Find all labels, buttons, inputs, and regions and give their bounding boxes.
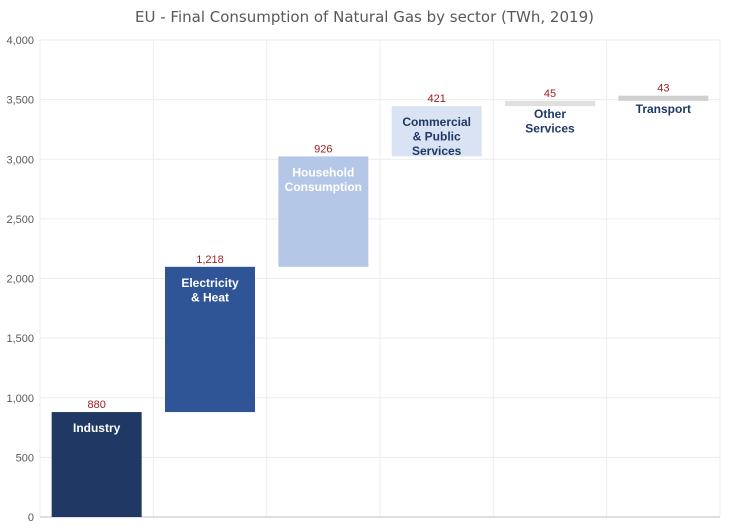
y-tick-label: 0	[28, 512, 34, 524]
data-label: 421	[427, 93, 445, 105]
y-tick-label: 2,500	[6, 214, 34, 226]
category-label: Transport	[636, 102, 691, 116]
y-tick-label: 1,000	[6, 393, 34, 405]
y-tick-label: 3,000	[6, 154, 34, 166]
category-label: Other	[534, 107, 566, 121]
data-label: 926	[314, 143, 332, 155]
category-label: & Public	[413, 130, 461, 144]
category-label: Services	[412, 144, 462, 158]
bar	[51, 412, 142, 517]
bar	[165, 266, 255, 413]
category-label: Industry	[73, 421, 121, 435]
data-label: 1,218	[196, 254, 224, 266]
chart-title: EU - Final Consumption of Natural Gas by…	[135, 8, 594, 26]
category-label: & Heat	[191, 290, 229, 304]
category-label: Electricity	[181, 276, 239, 290]
category-label: Household	[292, 165, 354, 179]
bar	[505, 100, 595, 107]
y-tick-label: 1,500	[6, 333, 34, 345]
bar	[391, 106, 482, 157]
category-label: Services	[525, 122, 575, 136]
category-label: Consumption	[285, 180, 362, 194]
y-tick-label: 2,000	[6, 274, 34, 286]
y-tick-label: 3,500	[6, 95, 34, 107]
data-label: 43	[657, 83, 669, 95]
data-label: 45	[544, 88, 556, 100]
y-tick-label: 500	[16, 452, 34, 464]
category-label: Commercial	[402, 115, 471, 129]
data-label: 880	[87, 399, 105, 411]
bar	[278, 156, 369, 267]
y-tick-label: 4,000	[6, 35, 34, 47]
bar	[618, 95, 709, 101]
